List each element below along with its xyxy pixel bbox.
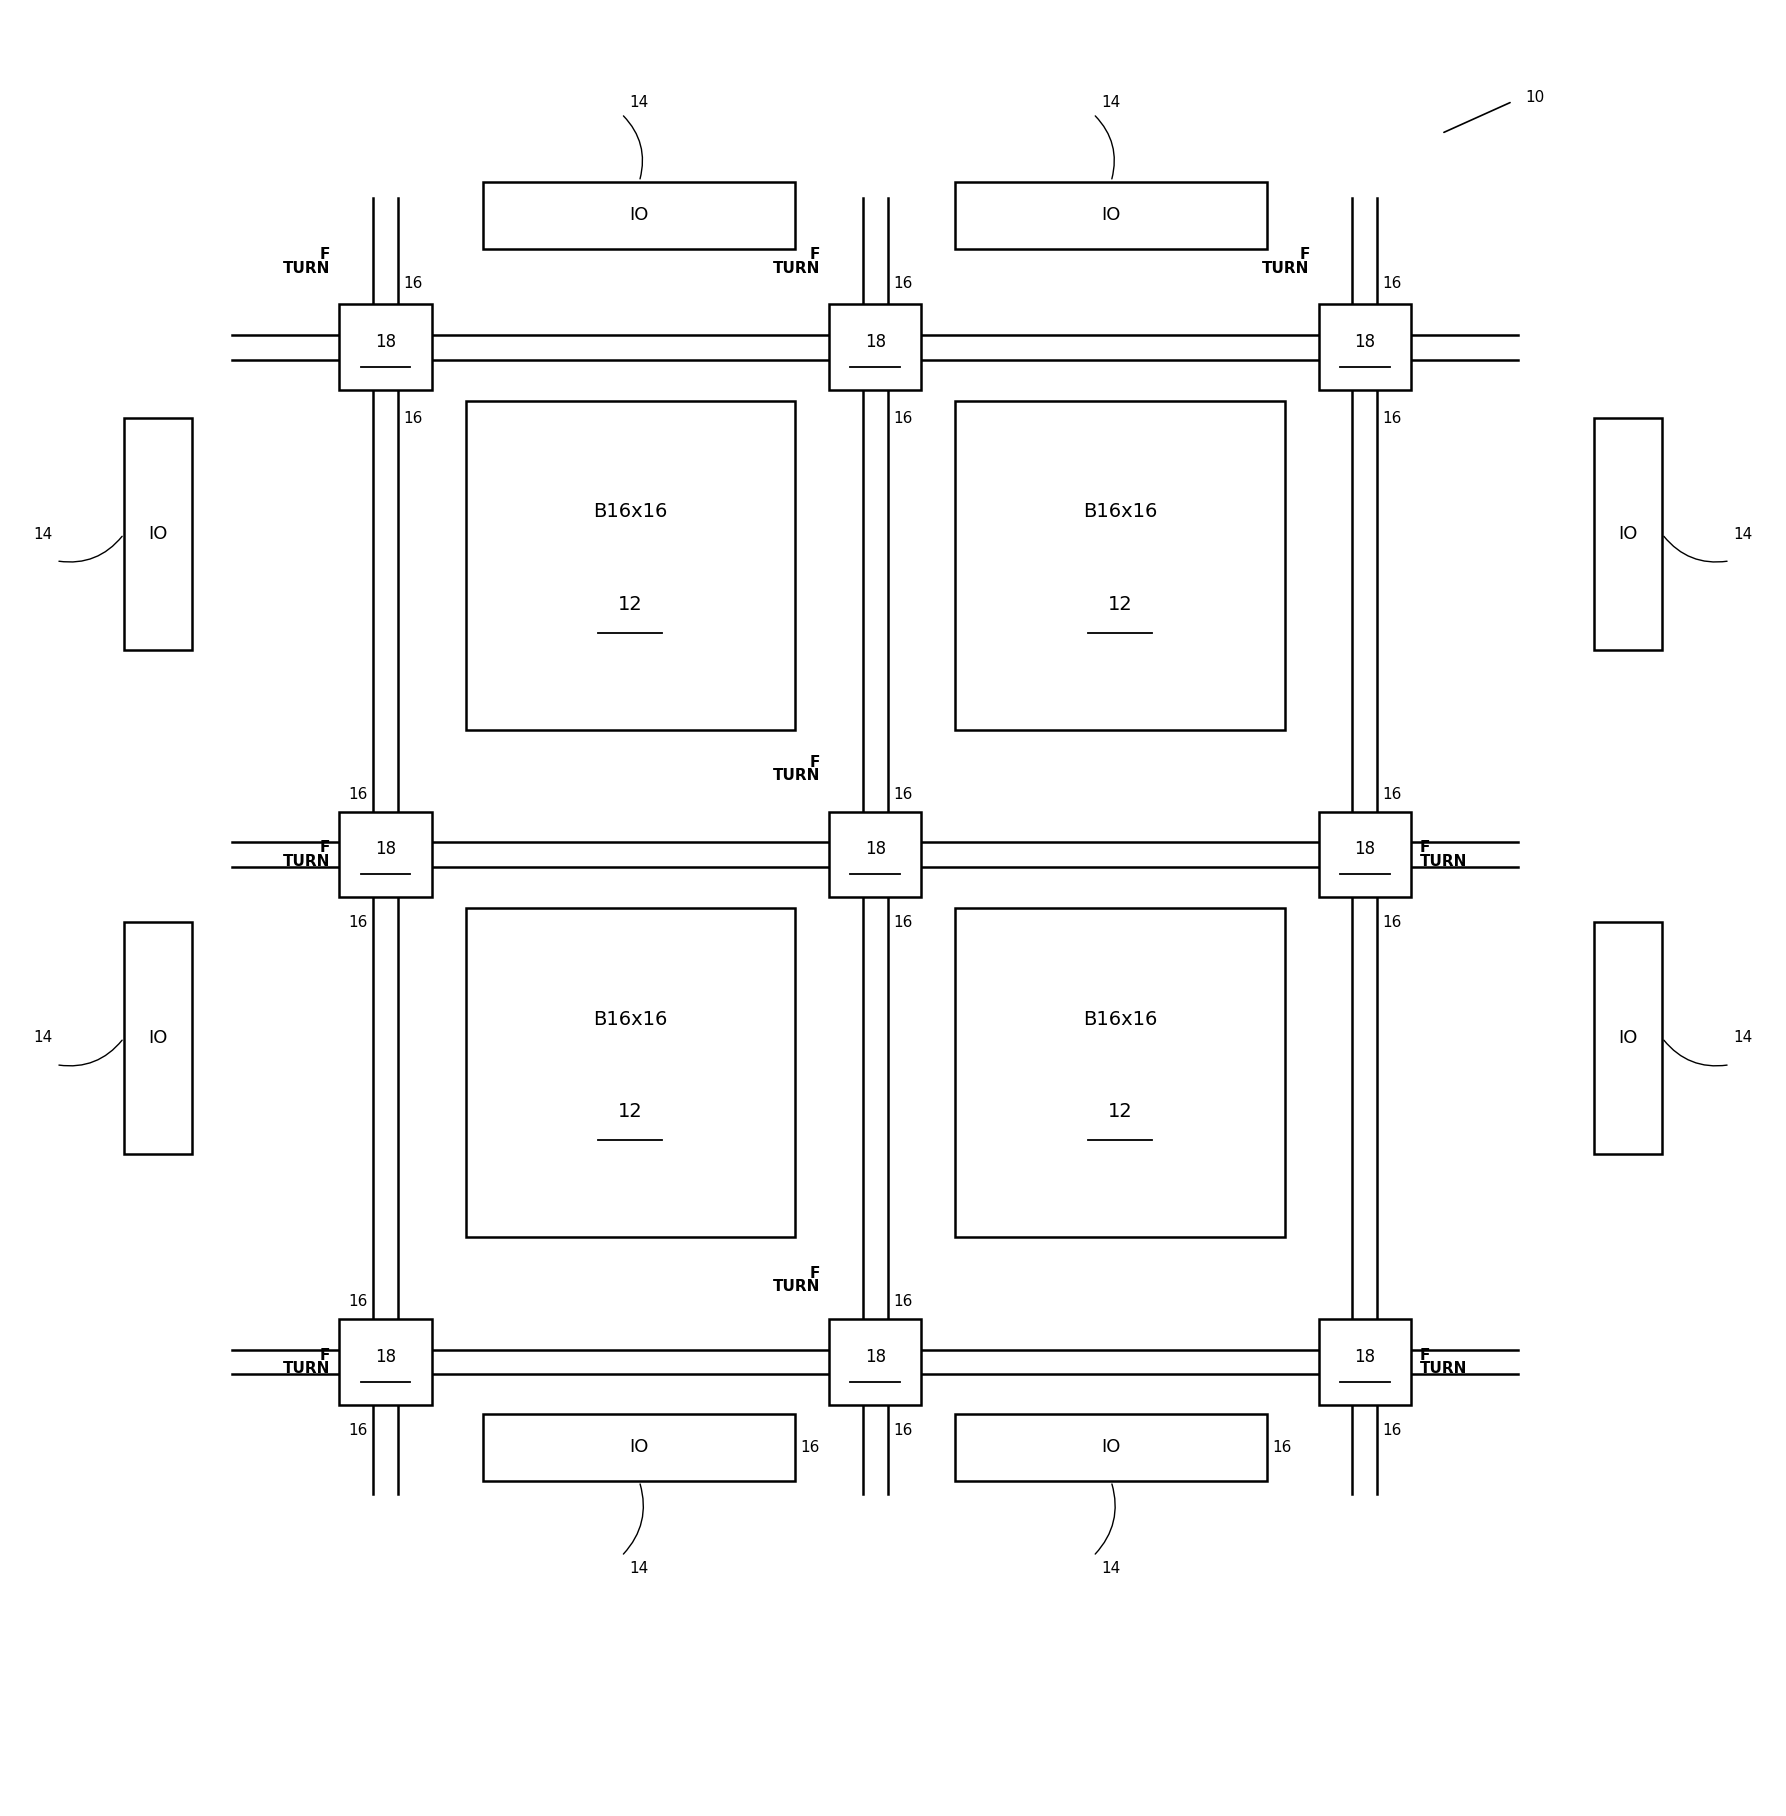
Text: IO: IO: [1102, 1438, 1122, 1456]
Text: 18: 18: [375, 841, 396, 859]
Text: 18: 18: [375, 332, 396, 350]
Text: B16x16: B16x16: [593, 1010, 668, 1030]
Bar: [829, 305, 922, 390]
Bar: [484, 1413, 795, 1482]
Text: F
TURN: F TURN: [1420, 841, 1468, 870]
Text: 14: 14: [34, 1030, 52, 1046]
Text: F
TURN: F TURN: [773, 1266, 820, 1295]
Text: 16: 16: [1272, 1440, 1291, 1455]
Text: F
TURN: F TURN: [773, 755, 820, 783]
Bar: [484, 182, 795, 249]
Text: 16: 16: [348, 915, 368, 930]
Bar: [829, 812, 922, 897]
Bar: [466, 908, 795, 1237]
Text: 18: 18: [864, 1347, 886, 1366]
Text: 14: 14: [630, 96, 648, 111]
Bar: [466, 401, 795, 730]
Text: B16x16: B16x16: [593, 503, 668, 521]
Bar: [339, 1318, 432, 1406]
Text: 14: 14: [34, 527, 52, 541]
Bar: [123, 923, 191, 1153]
Bar: [339, 812, 432, 897]
Text: IO: IO: [148, 1030, 168, 1048]
Text: 16: 16: [348, 1422, 368, 1438]
Bar: [1318, 1318, 1411, 1406]
Bar: [829, 1318, 922, 1406]
Text: 12: 12: [1107, 596, 1132, 614]
Text: 18: 18: [1354, 841, 1375, 859]
Text: 16: 16: [1382, 410, 1402, 427]
Text: IO: IO: [630, 1438, 648, 1456]
Text: IO: IO: [1618, 525, 1638, 543]
Text: 16: 16: [1382, 276, 1402, 291]
Text: 14: 14: [1734, 527, 1752, 541]
Text: 16: 16: [893, 786, 913, 801]
Text: F
TURN: F TURN: [282, 841, 330, 870]
Text: 16: 16: [1382, 1422, 1402, 1438]
Text: 16: 16: [893, 276, 913, 291]
Text: F
TURN: F TURN: [282, 247, 330, 276]
Text: 12: 12: [618, 1102, 643, 1120]
Bar: [1318, 305, 1411, 390]
Bar: [1318, 812, 1411, 897]
Text: 16: 16: [893, 1295, 913, 1309]
Text: IO: IO: [630, 207, 648, 225]
Bar: [956, 401, 1284, 730]
Text: 18: 18: [375, 1347, 396, 1366]
Text: 14: 14: [1102, 96, 1122, 111]
Text: 16: 16: [893, 915, 913, 930]
Text: 12: 12: [618, 596, 643, 614]
Text: IO: IO: [1102, 207, 1122, 225]
Bar: [956, 182, 1266, 249]
Text: 16: 16: [893, 410, 913, 427]
Bar: [956, 908, 1284, 1237]
Text: 14: 14: [1102, 1562, 1122, 1576]
Text: F
TURN: F TURN: [773, 247, 820, 276]
Text: 16: 16: [800, 1440, 820, 1455]
Text: 16: 16: [1382, 915, 1402, 930]
Text: F
TURN: F TURN: [282, 1347, 330, 1377]
Text: 18: 18: [864, 332, 886, 350]
Text: 16: 16: [1382, 786, 1402, 801]
Bar: [1595, 923, 1663, 1153]
Text: 12: 12: [1107, 1102, 1132, 1120]
Text: 14: 14: [630, 1562, 648, 1576]
Text: IO: IO: [148, 525, 168, 543]
Text: 10: 10: [1525, 91, 1545, 105]
Text: 14: 14: [1734, 1030, 1752, 1046]
Bar: [956, 1413, 1266, 1482]
Text: B16x16: B16x16: [1082, 1010, 1157, 1030]
Text: 18: 18: [864, 841, 886, 859]
Bar: [339, 305, 432, 390]
Text: 16: 16: [404, 276, 423, 291]
Text: B16x16: B16x16: [1082, 503, 1157, 521]
Text: 18: 18: [1354, 332, 1375, 350]
Text: F
TURN: F TURN: [1420, 1347, 1468, 1377]
Text: F
TURN: F TURN: [1263, 247, 1309, 276]
Text: IO: IO: [1618, 1030, 1638, 1048]
Text: 16: 16: [404, 410, 423, 427]
Bar: [123, 418, 191, 650]
Text: 16: 16: [348, 1295, 368, 1309]
Text: 18: 18: [1354, 1347, 1375, 1366]
Text: 16: 16: [893, 1422, 913, 1438]
Text: 16: 16: [348, 786, 368, 801]
Bar: [1595, 418, 1663, 650]
